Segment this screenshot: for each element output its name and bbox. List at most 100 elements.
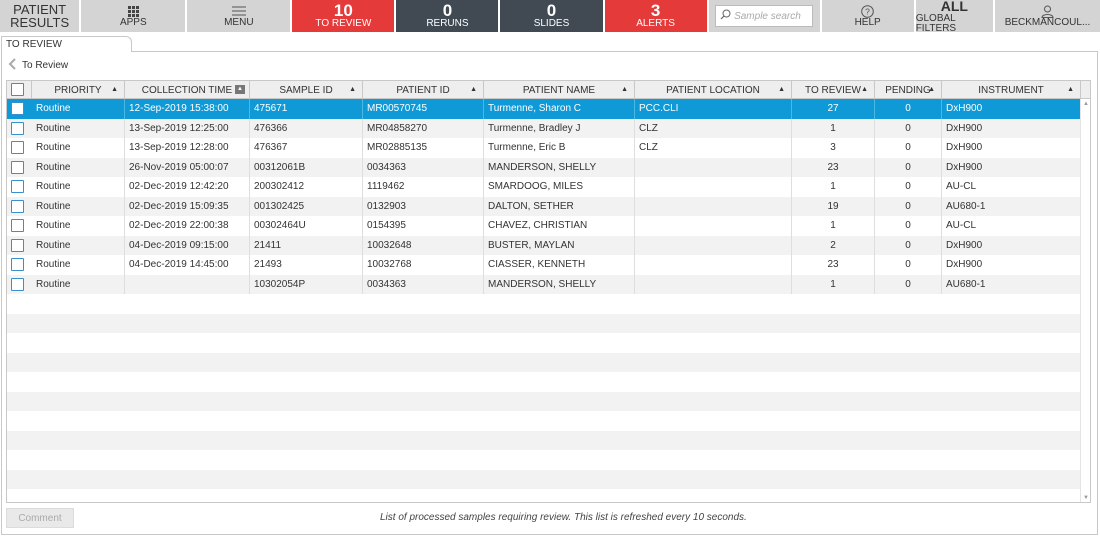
row-checkbox[interactable] — [11, 199, 24, 213]
table-row[interactable]: Routine 04-Dec-2019 09:15:00 21411 10032648… — [7, 235, 1081, 255]
table-row[interactable]: Routine 02-Dec-2019 22:00:38 00302464U 0154… — [7, 216, 1081, 236]
cell-to-review: 1 — [792, 177, 875, 197]
cell-collection-time: 02-Dec-2019 22:00:38 — [125, 216, 250, 236]
to-review-button[interactable]: 10 TO REVIEW — [292, 0, 395, 32]
cell-sample-id: 476366 — [250, 118, 363, 138]
sort-arrow-icon[interactable]: ▲ — [778, 86, 785, 93]
cell-priority: Routine — [32, 177, 125, 197]
column-header-to-review[interactable]: TO REVIEW ▲ — [792, 81, 875, 99]
empty-row — [7, 391, 1081, 411]
scroll-down-icon[interactable]: ▼ — [1083, 495, 1089, 501]
column-header-sample-id[interactable]: SAMPLE ID ▲ — [250, 81, 363, 99]
column-header-label: PATIENT LOCATION — [666, 84, 760, 96]
menu-button[interactable]: MENU — [187, 0, 291, 32]
global-filters-button[interactable]: ALL GLOBAL FILTERS — [915, 0, 993, 34]
cell-collection-time — [125, 274, 250, 294]
row-checkbox[interactable] — [11, 258, 24, 271]
table-row[interactable]: Routine 04-Dec-2019 14:45:00 21493 10032768… — [7, 255, 1081, 275]
reruns-label: RERUNS — [426, 18, 469, 29]
refresh-note: List of processed samples requiring revi… — [380, 512, 747, 523]
column-header-patient-name[interactable]: PATIENT NAME ▲ — [484, 81, 635, 99]
row-checkbox[interactable] — [11, 238, 24, 252]
cell-priority: Routine — [32, 274, 125, 294]
sort-arrow-icon[interactable]: ▲ — [111, 86, 118, 93]
sort-arrow-icon[interactable]: ▲ — [235, 85, 245, 94]
select-all-checkbox[interactable] — [11, 83, 24, 96]
column-header-pending[interactable]: PENDING ▲ — [875, 81, 942, 99]
table-row[interactable]: Routine 13-Sep-2019 12:28:00 476367 MR02885… — [7, 138, 1081, 158]
grid-icon — [127, 5, 139, 18]
column-header-label: PATIENT NAME — [522, 84, 596, 96]
breadcrumb[interactable]: To Review — [8, 57, 68, 73]
slides-label: SLIDES — [533, 18, 570, 29]
cell-patient-id: 0154395 — [363, 216, 484, 236]
empty-row — [7, 352, 1081, 372]
slides-button[interactable]: 0 SLIDES — [500, 0, 603, 32]
alerts-button[interactable]: 3 ALERTS — [604, 0, 707, 32]
column-header-patient-id[interactable]: PATIENT ID ▲ — [363, 81, 484, 99]
row-checkbox[interactable] — [11, 219, 24, 232]
cell-instrument: AU680-1 — [942, 196, 1081, 216]
row-checkbox[interactable] — [11, 277, 24, 291]
cell-patient-name: CIASSER, KENNETH — [484, 255, 635, 275]
sort-arrow-icon[interactable]: ▲ — [1067, 86, 1074, 93]
comment-button[interactable]: Comment — [6, 508, 74, 528]
cell-instrument: DxH900 — [942, 118, 1081, 138]
cell-sample-id: 10302054P — [250, 274, 363, 294]
row-checkbox[interactable] — [11, 141, 24, 154]
cell-pending: 0 — [875, 216, 942, 236]
column-header-label: PATIENT ID — [396, 84, 450, 96]
user-button[interactable]: BECKMANCOUL... — [994, 0, 1100, 32]
search-box[interactable] — [715, 5, 815, 27]
row-checkbox[interactable] — [11, 160, 24, 174]
cell-collection-time: 04-Dec-2019 14:45:00 — [125, 255, 250, 275]
column-header-patient-location[interactable]: PATIENT LOCATION ▲ — [635, 81, 792, 99]
app-title-line2: RESULTS — [10, 15, 70, 30]
cell-patient-id: 0034363 — [363, 157, 484, 177]
column-header-priority[interactable]: PRIORITY ▲ — [32, 81, 125, 99]
empty-row — [7, 411, 1081, 431]
cell-to-review: 3 — [792, 138, 875, 158]
table-row[interactable]: Routine 26-Nov-2019 05:00:07 00312061B 0034… — [7, 157, 1081, 177]
sort-arrow-icon[interactable]: ▲ — [349, 86, 356, 93]
cell-patient-location — [635, 216, 792, 236]
cell-patient-name: MANDERSON, SHELLY — [484, 274, 635, 294]
cell-instrument: DxH900 — [942, 235, 1081, 255]
table-row[interactable]: Routine 02-Dec-2019 12:42:20 200302412 1119… — [7, 177, 1081, 197]
top-bar: PATIENT RESULTS APPS MENU 10 TO REVIEW 0… — [0, 0, 1100, 34]
row-checkbox[interactable] — [11, 102, 24, 115]
row-checkbox[interactable] — [11, 121, 24, 135]
sort-arrow-icon[interactable]: ▲ — [928, 86, 935, 93]
user-label: BECKMANCOUL... — [1004, 16, 1091, 28]
empty-row — [7, 333, 1081, 353]
cell-instrument: AU-CL — [942, 177, 1081, 197]
row-checkbox[interactable] — [11, 180, 24, 193]
cell-priority: Routine — [32, 157, 125, 177]
table-row[interactable]: Routine 10302054P 0034363 MANDERSON, SHELLY… — [7, 274, 1081, 294]
help-label: HELP — [854, 16, 881, 28]
tab-to-review[interactable]: TO REVIEW — [1, 36, 132, 52]
scroll-up-icon[interactable]: ▲ — [1083, 101, 1089, 107]
apps-button[interactable]: APPS — [81, 0, 186, 32]
cell-sample-id: 00302464U — [250, 216, 363, 236]
column-header-collection-time[interactable]: COLLECTION TIME ▲ — [125, 81, 250, 99]
vertical-scrollbar[interactable]: ▲ ▼ — [1080, 99, 1090, 502]
cell-pending: 0 — [875, 157, 942, 177]
table-row[interactable]: Routine 13-Sep-2019 12:25:00 476366 MR04858… — [7, 118, 1081, 138]
cell-patient-id: 10032768 — [363, 255, 484, 275]
help-button[interactable]: ? HELP — [821, 0, 914, 32]
cell-instrument: DxH900 — [942, 157, 1081, 177]
sort-arrow-icon[interactable]: ▲ — [861, 86, 868, 93]
app-title-line1: PATIENT — [13, 2, 67, 17]
search-input[interactable] — [734, 10, 815, 22]
cell-collection-time: 13-Sep-2019 12:28:00 — [125, 138, 250, 158]
sort-arrow-icon[interactable]: ▲ — [621, 86, 628, 93]
table-row[interactable]: Routine 02-Dec-2019 15:09:35 001302425 0132… — [7, 196, 1081, 216]
cell-sample-id: 001302425 — [250, 196, 363, 216]
reruns-button[interactable]: 0 RERUNS — [396, 0, 499, 32]
sort-arrow-icon[interactable]: ▲ — [470, 86, 477, 93]
column-header-instrument[interactable]: INSTRUMENT ▲ — [942, 81, 1081, 99]
table-row[interactable]: Routine 12-Sep-2019 15:38:00 475671 MR00570… — [7, 99, 1081, 119]
cell-collection-time: 02-Dec-2019 15:09:35 — [125, 196, 250, 216]
cell-patient-location — [635, 255, 792, 275]
